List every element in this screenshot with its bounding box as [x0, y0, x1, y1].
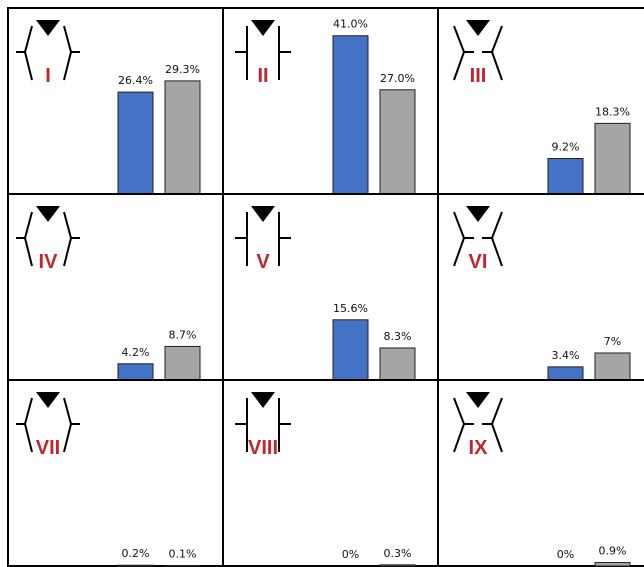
value-label: 29.3% — [165, 63, 200, 76]
value-label: 8.7% — [169, 328, 197, 341]
value-label: 4.2% — [122, 346, 150, 359]
bar — [117, 91, 154, 195]
glyph-line — [23, 25, 33, 81]
value-label: 8.3% — [384, 330, 412, 343]
value-label: 0% — [557, 548, 574, 561]
panel-label: I — [45, 65, 51, 87]
glyph-line — [63, 397, 73, 453]
bar — [547, 366, 584, 381]
bar — [117, 564, 154, 567]
panel-label: IX — [469, 437, 489, 459]
glyph-triangle — [466, 392, 490, 408]
value-label: 0.1% — [169, 548, 197, 561]
value-label: 0.3% — [384, 547, 412, 560]
panel-label: V — [256, 251, 270, 273]
bar — [594, 352, 631, 381]
glyph-line — [490, 25, 503, 81]
value-label: 0.2% — [122, 547, 150, 560]
glyph-triangle — [36, 392, 60, 408]
glyph-line — [453, 211, 466, 267]
value-label: 27.0% — [380, 72, 415, 85]
value-label: 3.4% — [552, 349, 580, 362]
glyph-triangle — [36, 206, 60, 222]
bar — [547, 157, 584, 195]
glyph-line — [490, 211, 503, 267]
bar — [379, 89, 416, 195]
glyph-line — [63, 211, 73, 267]
panel-label: VIII — [248, 437, 278, 459]
glyph-triangle — [251, 392, 275, 408]
value-label: 0% — [342, 548, 359, 561]
bar — [332, 319, 369, 381]
glyph-triangle — [466, 20, 490, 36]
bar — [594, 122, 631, 195]
glyph-line — [63, 25, 73, 81]
value-label: 9.2% — [552, 140, 580, 153]
panel-label: II — [257, 65, 268, 87]
glyph-line — [490, 397, 503, 453]
panel — [7, 379, 224, 567]
value-label: 7% — [604, 335, 621, 348]
glyph-line — [453, 25, 466, 81]
panel — [437, 193, 644, 381]
value-label: 15.6% — [333, 302, 368, 315]
panel — [222, 379, 439, 567]
bar — [594, 562, 631, 567]
panel-label: VI — [469, 251, 488, 273]
bar — [117, 363, 154, 381]
bar — [164, 80, 201, 195]
value-label: 26.4% — [118, 74, 153, 87]
glyph-line — [23, 397, 33, 453]
bar — [379, 564, 416, 567]
panel — [437, 379, 644, 567]
glyph-line — [453, 397, 466, 453]
glyph-triangle — [251, 206, 275, 222]
panel-label: III — [470, 65, 487, 87]
panel-label: IV — [39, 251, 59, 273]
bar — [164, 345, 201, 381]
value-label: 41.0% — [333, 18, 368, 31]
glyph-triangle — [466, 206, 490, 222]
bar — [332, 35, 369, 195]
value-label: 0.9% — [599, 545, 627, 558]
glyph-triangle — [36, 20, 60, 36]
bar — [379, 347, 416, 381]
value-label: 18.3% — [595, 105, 630, 118]
glyph-line — [23, 211, 33, 267]
panel-label: VII — [36, 437, 60, 459]
glyph-triangle — [251, 20, 275, 36]
